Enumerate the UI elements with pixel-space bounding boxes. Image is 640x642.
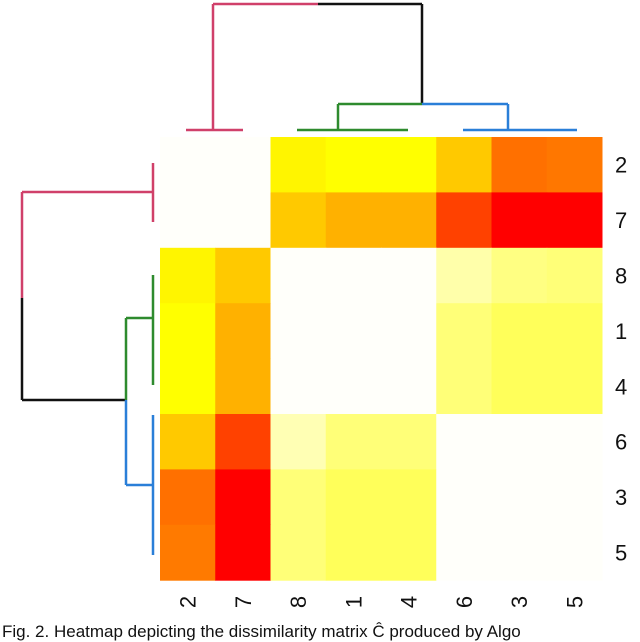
heatmap-cell-4-4 <box>381 358 437 415</box>
heatmap-cell-1-3 <box>491 303 548 360</box>
heatmap-cell-8-8 <box>270 247 327 304</box>
heatmap-cell-5-8 <box>270 524 327 581</box>
heatmap-cell-2-5 <box>546 137 603 193</box>
row-label: 8 <box>615 264 627 289</box>
heatmap-cell-3-2 <box>160 469 216 526</box>
heatmap-cell-2-6 <box>436 137 492 193</box>
heatmap-cell-3-1 <box>325 469 382 526</box>
heatmap-cell-5-6 <box>436 524 492 581</box>
heatmap-cell-6-6 <box>436 414 492 470</box>
heatmap-cell-8-5 <box>546 247 603 304</box>
heatmap-cell-2-3 <box>491 137 548 193</box>
heatmap-cell-4-6 <box>436 358 492 415</box>
heatmap-cell-8-6 <box>436 247 492 304</box>
row-label: 6 <box>615 430 627 455</box>
heatmap-cell-2-4 <box>381 137 437 193</box>
heatmap-cell-1-6 <box>436 303 492 360</box>
heatmap-cell-3-8 <box>270 469 327 526</box>
heatmap-cell-4-5 <box>546 358 603 415</box>
heatmap-cell-5-7 <box>215 524 271 581</box>
heatmap-cell-6-3 <box>491 414 548 470</box>
col-label: 6 <box>452 596 477 608</box>
heatmap-cell-7-4 <box>381 192 437 249</box>
row-label: 3 <box>615 485 627 510</box>
heatmap-cell-4-3 <box>491 358 548 415</box>
heatmap-cell-7-7 <box>215 192 271 249</box>
heatmap-cell-3-5 <box>546 469 603 526</box>
col-label: 3 <box>507 596 532 608</box>
heatmap-cell-1-1 <box>325 303 382 360</box>
heatmap-cell-6-1 <box>325 414 382 470</box>
heatmap-cell-6-5 <box>546 414 603 470</box>
heatmap-cell-7-6 <box>436 192 492 249</box>
heatmap-cell-7-2 <box>160 192 216 249</box>
heatmap-cell-7-1 <box>325 192 382 249</box>
heatmap-cell-1-4 <box>381 303 437 360</box>
figure-caption: Fig. 2. Heatmap depicting the dissimilar… <box>2 622 521 641</box>
heatmap-cell-3-7 <box>215 469 271 526</box>
col-label: 1 <box>341 596 366 608</box>
heatmap-cell-3-3 <box>491 469 548 526</box>
heatmap-cell-1-8 <box>270 303 327 360</box>
heatmap-cell-1-2 <box>160 303 216 360</box>
heatmap-cell-6-2 <box>160 414 216 470</box>
heatmap-cell-4-7 <box>215 358 271 415</box>
heatmap-figure: 2 7 8 1 4 6 3 5 2 7 8 1 4 6 3 5 <box>20 2 627 608</box>
row-label: 7 <box>615 208 627 233</box>
heatmap-cell-4-8 <box>270 358 327 415</box>
heatmap-cell-1-5 <box>546 303 603 360</box>
heatmap-cell-6-8 <box>270 414 327 470</box>
col-label: 8 <box>286 596 311 608</box>
heatmap-cell-2-2 <box>160 137 216 193</box>
col-label: 5 <box>562 596 587 608</box>
heatmap-cell-5-2 <box>160 524 216 581</box>
heatmap-cell-2-8 <box>270 137 327 193</box>
heatmap-cell-8-3 <box>491 247 548 304</box>
heatmap-cell-8-1 <box>325 247 382 304</box>
heatmap-cell-8-7 <box>215 247 271 304</box>
heatmap-cell-7-3 <box>491 192 548 249</box>
heatmap-cell-8-4 <box>381 247 437 304</box>
col-label: 7 <box>231 596 256 608</box>
row-label: 2 <box>615 153 627 178</box>
heatmap-cell-8-2 <box>160 247 216 304</box>
heatmap-cell-3-4 <box>381 469 437 526</box>
heatmap-cell-4-2 <box>160 358 216 415</box>
row-label: 5 <box>615 541 627 566</box>
heatmap-cell-2-7 <box>215 137 271 193</box>
col-label: 2 <box>176 596 201 608</box>
heatmap-cell-5-5 <box>546 524 603 581</box>
heatmap-cell-1-7 <box>215 303 271 360</box>
heatmap-cell-5-4 <box>381 524 437 581</box>
heatmap-cell-3-6 <box>436 469 492 526</box>
col-label: 4 <box>397 596 422 608</box>
heatmap-cell-6-4 <box>381 414 437 470</box>
heatmap-cell-6-7 <box>215 414 271 470</box>
heatmap-cell-7-8 <box>270 192 327 249</box>
heatmap-cell-7-5 <box>546 192 603 249</box>
heatmap-cell-2-1 <box>325 137 382 193</box>
row-label: 1 <box>615 319 627 344</box>
heatmap-cell-5-3 <box>491 524 548 581</box>
heatmap-cell-4-1 <box>325 358 382 415</box>
heatmap-cell-5-1 <box>325 524 382 581</box>
row-label: 4 <box>615 374 627 399</box>
